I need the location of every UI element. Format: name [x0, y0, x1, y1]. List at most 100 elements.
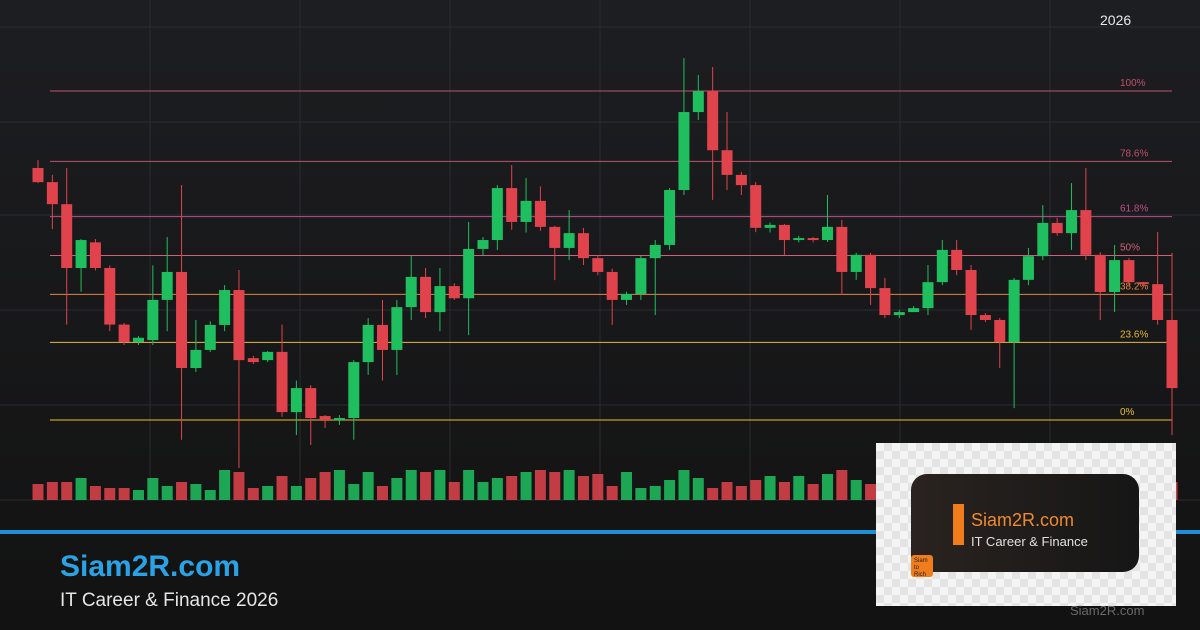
candle-body	[793, 238, 805, 241]
candle-body	[75, 240, 87, 269]
volume-bar	[290, 486, 302, 500]
volume-bar	[549, 472, 561, 500]
candle-body	[922, 282, 934, 309]
volume-bar	[821, 474, 833, 500]
volume-bar	[778, 482, 790, 500]
volume-bar	[491, 478, 503, 500]
candle-body	[865, 254, 877, 289]
candle-body	[219, 290, 231, 325]
candle-body	[707, 91, 719, 151]
candle-body	[276, 351, 288, 413]
volume-bar	[635, 488, 647, 500]
volume-bar	[61, 482, 73, 500]
volume-bar	[104, 488, 116, 500]
candle-body	[965, 269, 977, 316]
volume-bar	[793, 476, 805, 500]
volume-bar	[434, 470, 446, 500]
tagline: IT Career & Finance 2026	[60, 590, 279, 611]
candle-body	[161, 271, 173, 300]
volume-bar	[850, 480, 862, 500]
volume-bar	[592, 474, 604, 500]
candle-body	[247, 358, 259, 363]
logo-card: Siam2R.com IT Career & Finance Siam to R…	[911, 474, 1139, 578]
volume-bar	[448, 482, 460, 500]
candle-body	[1037, 222, 1049, 257]
volume-bar	[262, 486, 274, 500]
candle-body	[147, 299, 159, 341]
volume-bar	[678, 470, 690, 500]
candle-body	[491, 188, 503, 241]
card-title: Siam2R.com	[971, 510, 1075, 530]
candle-body	[1152, 284, 1164, 320]
candle-body	[836, 226, 848, 272]
volume-bar	[649, 486, 661, 500]
candle-body	[764, 224, 776, 228]
candle-body	[405, 276, 417, 308]
candle-body	[621, 293, 633, 300]
candle-body	[908, 308, 920, 313]
candle-body	[132, 337, 144, 343]
candle-body	[89, 242, 101, 269]
fib-label: 78.6%	[1120, 148, 1148, 159]
volume-bar	[577, 476, 589, 500]
candle-body	[649, 244, 661, 259]
candle-body	[592, 258, 604, 272]
candle-body	[721, 150, 733, 175]
volume-bar	[506, 476, 518, 500]
volume-bar	[362, 472, 374, 500]
candle-body	[1094, 254, 1106, 293]
candle-body	[563, 233, 575, 248]
volume-bar	[735, 486, 747, 500]
candle-body	[1008, 279, 1020, 343]
volume-bar	[176, 482, 188, 500]
candle-body	[778, 224, 790, 241]
volume-bar	[750, 480, 762, 500]
candle-body	[362, 324, 374, 363]
volume-bar	[161, 486, 173, 500]
candle-body	[305, 388, 317, 419]
candle-body	[262, 351, 274, 361]
volume-bar	[405, 470, 417, 500]
candle-body	[1109, 260, 1121, 293]
fib-label: 23.6%	[1120, 329, 1148, 340]
volume-bar	[333, 470, 345, 500]
candle-body	[46, 182, 58, 205]
volume-bar	[621, 472, 633, 500]
candle-body	[1022, 256, 1034, 280]
candle-body	[951, 249, 963, 270]
volume-bar	[247, 488, 259, 500]
volume-bar	[420, 472, 432, 500]
logo-panel: Siam2R.com IT Career & Finance Siam to R…	[876, 443, 1176, 606]
candle-body	[606, 271, 618, 300]
candle-body	[850, 254, 862, 272]
candle-body	[520, 200, 532, 222]
site-title: Siam2R.com	[60, 550, 241, 583]
volume-bar	[233, 472, 245, 500]
candle-body	[750, 185, 762, 228]
volume-bar	[32, 484, 44, 500]
candle-body	[692, 91, 704, 113]
volume-bar	[836, 470, 848, 500]
candle-body	[104, 268, 116, 325]
volume-bar	[190, 484, 202, 500]
logo-bar	[953, 504, 964, 545]
fib-label: 61.8%	[1120, 204, 1148, 215]
candle-body	[333, 418, 345, 420]
candle-body	[348, 362, 360, 419]
candle-body	[434, 286, 446, 313]
volume-bar	[477, 482, 489, 500]
candle-body	[477, 240, 489, 249]
candle-body	[821, 226, 833, 241]
candle-body	[319, 416, 331, 420]
volume-bar	[319, 472, 331, 500]
candle-body	[807, 238, 819, 241]
candle-body	[118, 324, 130, 343]
candle-body	[506, 188, 518, 222]
volume-bar	[204, 490, 216, 500]
candle-body	[549, 226, 561, 248]
volume-bar	[865, 484, 877, 500]
volume-bar	[606, 486, 618, 500]
card-subtitle: IT Career & Finance	[971, 534, 1088, 549]
candle-body	[735, 174, 747, 186]
candle-body	[448, 286, 460, 299]
